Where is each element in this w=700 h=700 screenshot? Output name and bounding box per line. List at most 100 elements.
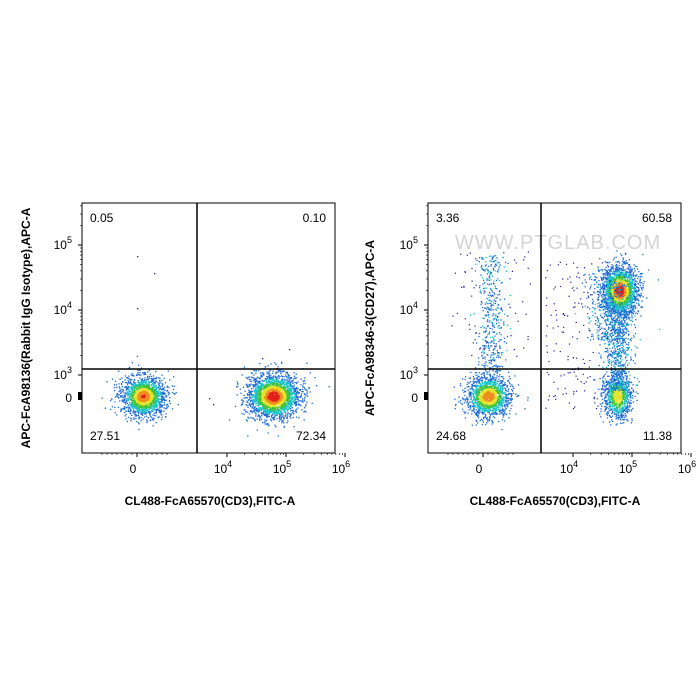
event-dot: [293, 426, 295, 428]
event-dot: [278, 409, 280, 411]
event-dot: [155, 394, 157, 397]
event-dot: [282, 389, 284, 391]
event-dot: [269, 381, 272, 384]
event-dot: [147, 389, 149, 391]
event-dot: [262, 393, 264, 395]
event-dot: [499, 409, 502, 411]
event-dot: [256, 386, 258, 388]
event-dot: [295, 410, 297, 412]
event-dot: [286, 391, 288, 393]
event-dot: [136, 408, 138, 410]
event-dot: [295, 411, 298, 413]
event-dot: [461, 378, 464, 380]
event-dot: [152, 410, 154, 412]
event-dot: [165, 395, 167, 397]
event-dot: [146, 421, 148, 424]
event-dot: [245, 397, 248, 399]
event-dot: [157, 399, 160, 401]
event-dot: [174, 393, 176, 395]
event-dot: [134, 402, 136, 404]
event-dot: [260, 390, 262, 392]
event-dot: [476, 382, 478, 384]
event-dot: [287, 386, 289, 388]
event-dot: [485, 402, 487, 405]
event-dot: [133, 388, 136, 391]
event-dot: [260, 374, 262, 376]
event-dot: [139, 387, 142, 389]
event-dot: [273, 386, 275, 388]
event-dot: [158, 385, 161, 387]
event-dot: [293, 386, 295, 388]
event-dot: [267, 423, 269, 425]
event-dot: [497, 390, 499, 393]
event-dot: [243, 409, 245, 411]
event-dot: [150, 390, 153, 392]
event-dot: [269, 395, 271, 397]
event-dot: [129, 390, 131, 393]
event-dot: [278, 388, 280, 390]
event-dot: [289, 390, 291, 392]
event-dot: [163, 377, 165, 380]
event-dot: [153, 381, 155, 383]
event-dot: [146, 383, 148, 385]
event-dot: [461, 403, 463, 405]
event-dot: [148, 393, 150, 395]
event-dot: [142, 406, 144, 408]
quadrant-lr-label: 72.34: [296, 429, 326, 443]
event-dot: [290, 394, 292, 396]
event-dot: [137, 386, 140, 388]
event-dot: [261, 372, 263, 374]
x-axis-ticks: 0 104 105 106: [101, 453, 350, 476]
event-dot: [295, 382, 298, 384]
event-dot: [132, 408, 134, 410]
event-dot: [309, 391, 311, 393]
event-dot: [122, 388, 124, 390]
event-dot: [124, 386, 126, 388]
event-dot: [281, 406, 283, 408]
event-dot: [128, 393, 130, 395]
event-dot: [152, 425, 154, 427]
event-dot: [146, 391, 148, 394]
event-dot: [136, 410, 138, 412]
event-dot: [275, 394, 277, 397]
event-dot: [489, 378, 491, 380]
event-dot: [263, 374, 265, 376]
event-dot: [262, 383, 264, 385]
event-dot: [154, 390, 156, 392]
event-dot: [167, 394, 170, 396]
event-dot: [492, 407, 494, 410]
event-dot: [149, 400, 151, 402]
event-dot: [234, 405, 236, 408]
event-dot: [160, 418, 163, 421]
event-dot: [273, 385, 275, 387]
event-dot: [268, 378, 270, 380]
event-dot: [253, 417, 255, 420]
event-dot: [473, 402, 475, 404]
event-dot: [301, 409, 303, 411]
event-dot: [290, 377, 292, 379]
event-dot: [280, 401, 282, 403]
event-dot: [268, 406, 270, 408]
event-dot: [143, 386, 145, 388]
event-dot: [258, 394, 260, 396]
event-dot: [156, 408, 159, 410]
y-tick-label: 105: [54, 235, 72, 252]
event-dot: [305, 404, 307, 406]
event-dot: [147, 387, 149, 390]
event-dot: [508, 371, 510, 373]
event-dot: [160, 411, 162, 413]
event-dot: [142, 409, 145, 411]
event-dot: [291, 401, 293, 403]
event-dot: [287, 387, 289, 389]
event-dot: [150, 419, 152, 421]
event-dot: [276, 389, 278, 391]
event-dot: [490, 385, 492, 387]
event-dot: [129, 393, 132, 395]
event-dot: [160, 393, 162, 395]
event-dot: [502, 402, 504, 404]
event-dot: [133, 391, 135, 393]
event-dot: [119, 395, 122, 397]
event-dot: [467, 389, 469, 391]
event-dot: [278, 420, 280, 422]
event-dot: [290, 390, 293, 392]
